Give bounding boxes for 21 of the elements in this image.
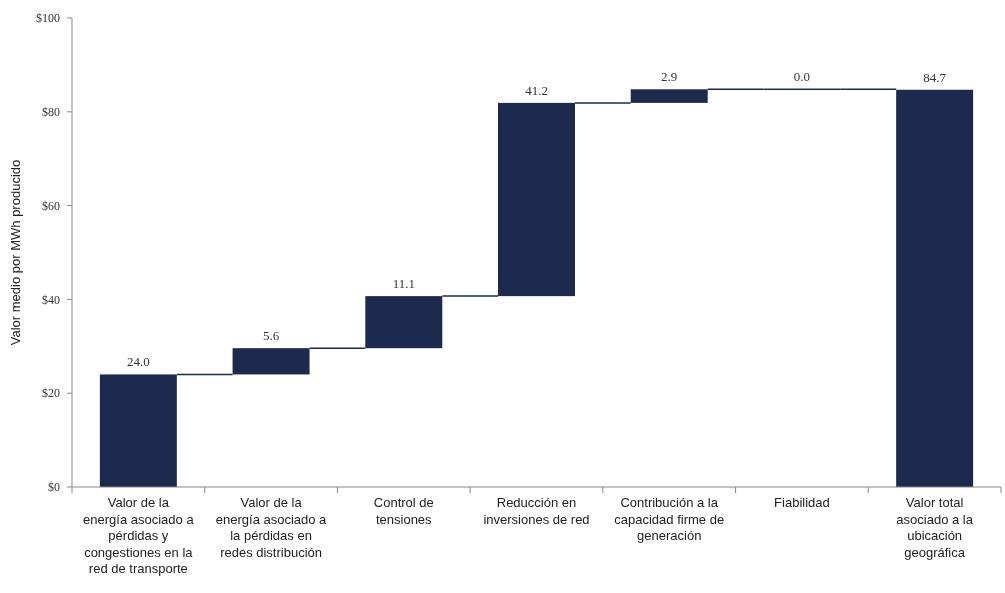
data-label: 5.6	[262, 328, 280, 344]
y-tick-label: $80	[42, 105, 60, 119]
x-tick-label: Valor de la energía asociado a pérdidas y congestiones en la red de transporte	[83, 495, 195, 576]
x-tick-label: Fiabilidad	[774, 495, 830, 510]
data-label: 2.9	[661, 69, 678, 85]
y-tick-label: $60	[42, 198, 60, 213]
x-tick-label: Reducción en inversiones de red	[483, 495, 590, 527]
data-label: 24.0	[126, 354, 150, 370]
x-tick-label: Valor de la energía asociado a la pérdidas en redes distribución	[215, 495, 328, 560]
x-tick-label: Contribución a la capacidad firme de generación	[614, 495, 725, 543]
data-label: 0.0	[793, 69, 811, 85]
y-tick-label: $0	[48, 480, 60, 495]
x-tick-label: Control de tensiones	[373, 495, 434, 527]
y-tick-label: $20	[42, 386, 60, 401]
data-label: 41.2	[525, 82, 548, 98]
y-axis-title: Valor medio por MWh producido	[8, 159, 23, 346]
y-tick-label: $100	[36, 11, 60, 26]
x-tick-label: Valor total asociado a la ubicación geográfica	[896, 495, 974, 560]
data-label: 84.7	[923, 69, 947, 85]
y-tick-label: $40	[42, 292, 60, 307]
data-label: 11.1	[392, 276, 415, 292]
